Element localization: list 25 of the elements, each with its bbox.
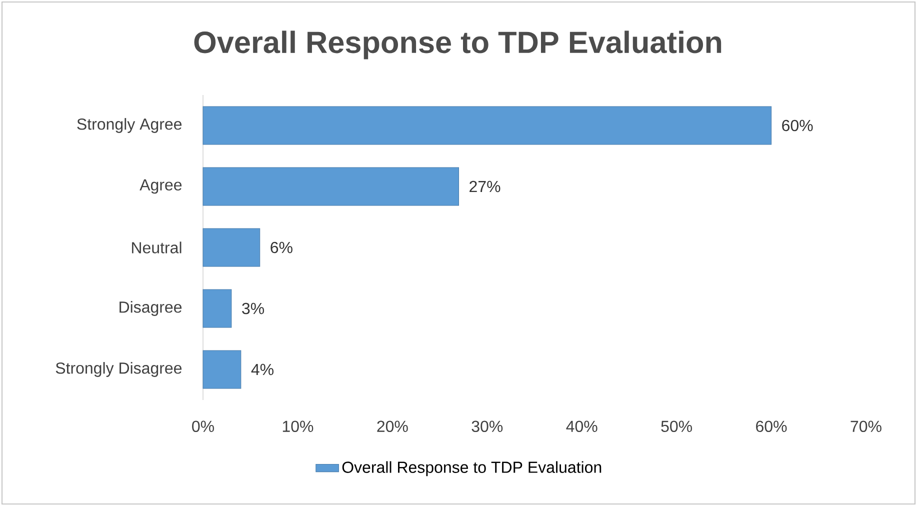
bar [202,167,459,206]
bar [202,289,232,328]
x-tick-label: 40% [566,420,598,432]
y-tick-label: Disagree [120,301,182,316]
bar [202,228,260,267]
chart-title: Overall Response to TDP Evaluation [194,30,722,60]
data-label: 27% [470,180,500,192]
data-label: 4% [251,364,274,376]
x-tick-label: 10% [282,420,314,432]
bar [202,350,242,389]
y-tick-label: Strongly Disagree [56,362,182,377]
legend-label: Overall Response to TDP Evaluation [342,461,602,476]
x-tick-label: 30% [472,420,503,432]
data-label: 60% [782,120,813,132]
data-label: 6% [270,242,292,254]
x-tick-label: 60% [756,420,787,432]
data-label: 3% [242,302,264,314]
y-tick-label: Strongly Agree [77,118,182,133]
y-tick-label: Agree [140,179,182,194]
x-tick-label: 70% [850,420,882,432]
bar [202,106,772,145]
x-tick-label: 0% [192,420,214,432]
x-tick-label: 50% [661,420,692,432]
x-tick-label: 20% [377,420,408,432]
y-tick-label: Neutral [132,242,182,254]
